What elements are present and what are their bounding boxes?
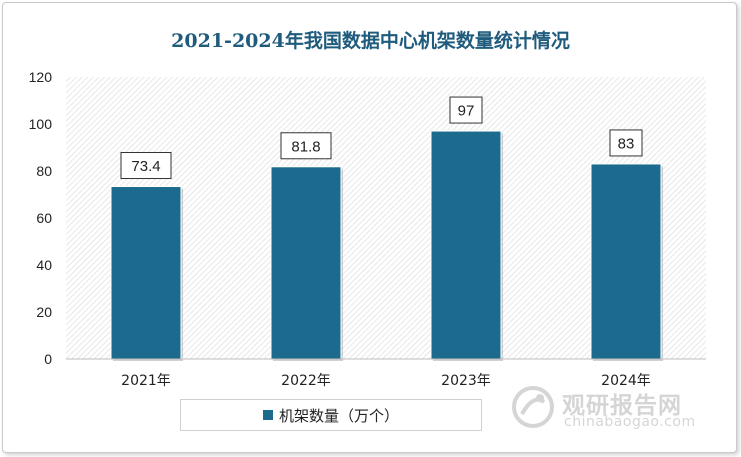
y-tick-label: 120 xyxy=(29,69,53,85)
legend-label: 机架数量（万个） xyxy=(278,406,399,425)
data-label: 73.4 xyxy=(131,158,160,175)
legend: 机架数量（万个） xyxy=(180,399,482,431)
y-tick-label: 100 xyxy=(29,116,53,132)
watermark-domain: chinabaogao.com xyxy=(564,414,696,430)
y-tick-label: 0 xyxy=(44,351,52,367)
data-label-box xyxy=(449,96,483,124)
y-tick-label: 40 xyxy=(36,257,52,273)
logo-icon xyxy=(512,386,554,428)
data-label: 81.8 xyxy=(291,138,320,155)
y-tick-label: 20 xyxy=(36,304,52,320)
data-label-box xyxy=(609,129,643,157)
y-tick-label: 80 xyxy=(36,163,52,179)
bar xyxy=(270,166,342,360)
watermark: 观研报告网 chinabaogao.com xyxy=(510,382,725,432)
bar xyxy=(430,130,502,360)
data-label: 97 xyxy=(458,103,475,120)
chart-title: 2021-2024年我国数据中心机架数量统计情况 xyxy=(171,30,570,52)
legend-swatch xyxy=(262,410,273,420)
data-label-box xyxy=(120,152,172,180)
x-tick-label: 2022年 xyxy=(281,373,331,389)
bar xyxy=(590,163,662,360)
watermark-name: 观研报告网 xyxy=(562,393,682,419)
x-tick-label: 2021年 xyxy=(121,373,171,389)
x-tick-label: 2024年 xyxy=(601,373,651,389)
data-label-box xyxy=(280,132,332,160)
x-tick-label: 2023年 xyxy=(441,373,491,389)
bar xyxy=(110,186,182,360)
data-label: 83 xyxy=(618,135,635,152)
y-tick-label: 60 xyxy=(36,210,52,226)
